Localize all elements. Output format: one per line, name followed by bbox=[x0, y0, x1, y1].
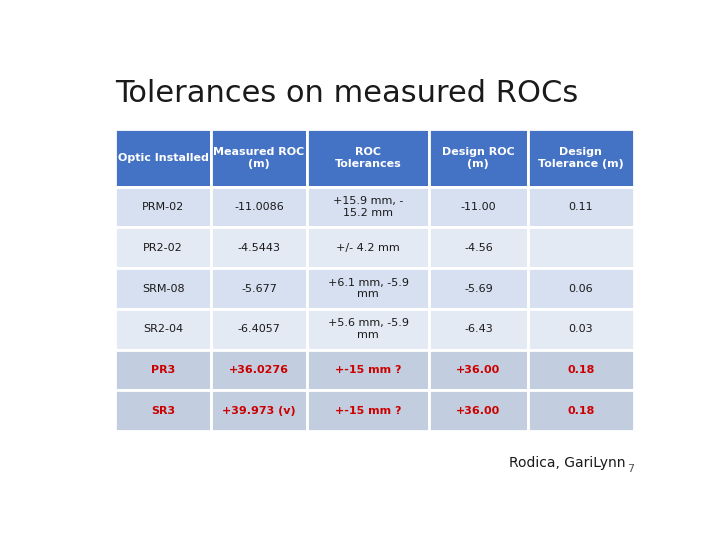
Text: +5.6 mm, -5.9
mm: +5.6 mm, -5.9 mm bbox=[328, 319, 408, 340]
Text: 0.06: 0.06 bbox=[569, 284, 593, 294]
Bar bbox=[429, 187, 528, 227]
Text: PR2-02: PR2-02 bbox=[143, 243, 183, 253]
Text: 0.11: 0.11 bbox=[569, 202, 593, 212]
Text: 0.18: 0.18 bbox=[567, 365, 595, 375]
Text: +/- 4.2 mm: +/- 4.2 mm bbox=[336, 243, 400, 253]
Text: -5.69: -5.69 bbox=[464, 284, 492, 294]
Bar bbox=[307, 129, 429, 187]
Text: 7: 7 bbox=[627, 464, 634, 474]
Bar bbox=[429, 268, 528, 309]
Bar bbox=[307, 390, 429, 431]
Text: Design ROC
(m): Design ROC (m) bbox=[442, 147, 515, 168]
Bar bbox=[211, 187, 307, 227]
Bar bbox=[528, 349, 634, 390]
Text: -5.677: -5.677 bbox=[241, 284, 277, 294]
Bar bbox=[307, 187, 429, 227]
Bar bbox=[211, 390, 307, 431]
Text: Tolerances on measured ROCs: Tolerances on measured ROCs bbox=[115, 79, 578, 109]
Bar bbox=[115, 309, 211, 349]
Bar bbox=[115, 227, 211, 268]
Text: SR3: SR3 bbox=[151, 406, 175, 416]
Bar bbox=[115, 349, 211, 390]
Text: 0.03: 0.03 bbox=[569, 324, 593, 334]
Bar bbox=[528, 187, 634, 227]
Text: +15.9 mm, -
15.2 mm: +15.9 mm, - 15.2 mm bbox=[333, 196, 403, 218]
Text: Optic Installed: Optic Installed bbox=[117, 153, 209, 163]
Bar bbox=[115, 390, 211, 431]
Text: +36.00: +36.00 bbox=[456, 365, 500, 375]
Bar bbox=[429, 129, 528, 187]
Bar bbox=[528, 309, 634, 349]
Text: +6.1 mm, -5.9
mm: +6.1 mm, -5.9 mm bbox=[328, 278, 408, 299]
Text: -6.4057: -6.4057 bbox=[238, 324, 281, 334]
Text: +-15 mm ?: +-15 mm ? bbox=[335, 406, 401, 416]
Text: +36.00: +36.00 bbox=[456, 406, 500, 416]
Text: +36.0276: +36.0276 bbox=[229, 365, 289, 375]
Bar bbox=[429, 349, 528, 390]
Text: -4.56: -4.56 bbox=[464, 243, 492, 253]
Bar bbox=[115, 187, 211, 227]
Bar bbox=[429, 309, 528, 349]
Bar bbox=[211, 227, 307, 268]
Text: PR3: PR3 bbox=[151, 365, 175, 375]
Text: +-15 mm ?: +-15 mm ? bbox=[335, 365, 401, 375]
Text: Measured ROC
(m): Measured ROC (m) bbox=[214, 147, 305, 168]
Text: Rodica, GariLynn: Rodica, GariLynn bbox=[509, 456, 626, 470]
Text: Design
Tolerance (m): Design Tolerance (m) bbox=[538, 147, 624, 168]
Bar bbox=[307, 268, 429, 309]
Bar bbox=[528, 268, 634, 309]
Text: SRM-08: SRM-08 bbox=[142, 284, 184, 294]
Text: PRM-02: PRM-02 bbox=[142, 202, 184, 212]
Bar bbox=[115, 129, 211, 187]
Text: -4.5443: -4.5443 bbox=[238, 243, 281, 253]
Bar bbox=[528, 390, 634, 431]
Bar bbox=[211, 309, 307, 349]
Bar bbox=[211, 129, 307, 187]
Text: ROC
Tolerances: ROC Tolerances bbox=[335, 147, 402, 168]
Bar bbox=[307, 309, 429, 349]
Bar bbox=[307, 227, 429, 268]
Text: -11.00: -11.00 bbox=[461, 202, 496, 212]
Text: -6.43: -6.43 bbox=[464, 324, 492, 334]
Bar bbox=[115, 268, 211, 309]
Text: SR2-04: SR2-04 bbox=[143, 324, 183, 334]
Text: -11.0086: -11.0086 bbox=[234, 202, 284, 212]
Text: +39.973 (v): +39.973 (v) bbox=[222, 406, 296, 416]
Bar bbox=[211, 349, 307, 390]
Bar bbox=[307, 349, 429, 390]
Bar bbox=[429, 390, 528, 431]
Text: 0.18: 0.18 bbox=[567, 406, 595, 416]
Bar bbox=[211, 268, 307, 309]
Bar bbox=[528, 227, 634, 268]
Bar bbox=[528, 129, 634, 187]
Bar bbox=[429, 227, 528, 268]
